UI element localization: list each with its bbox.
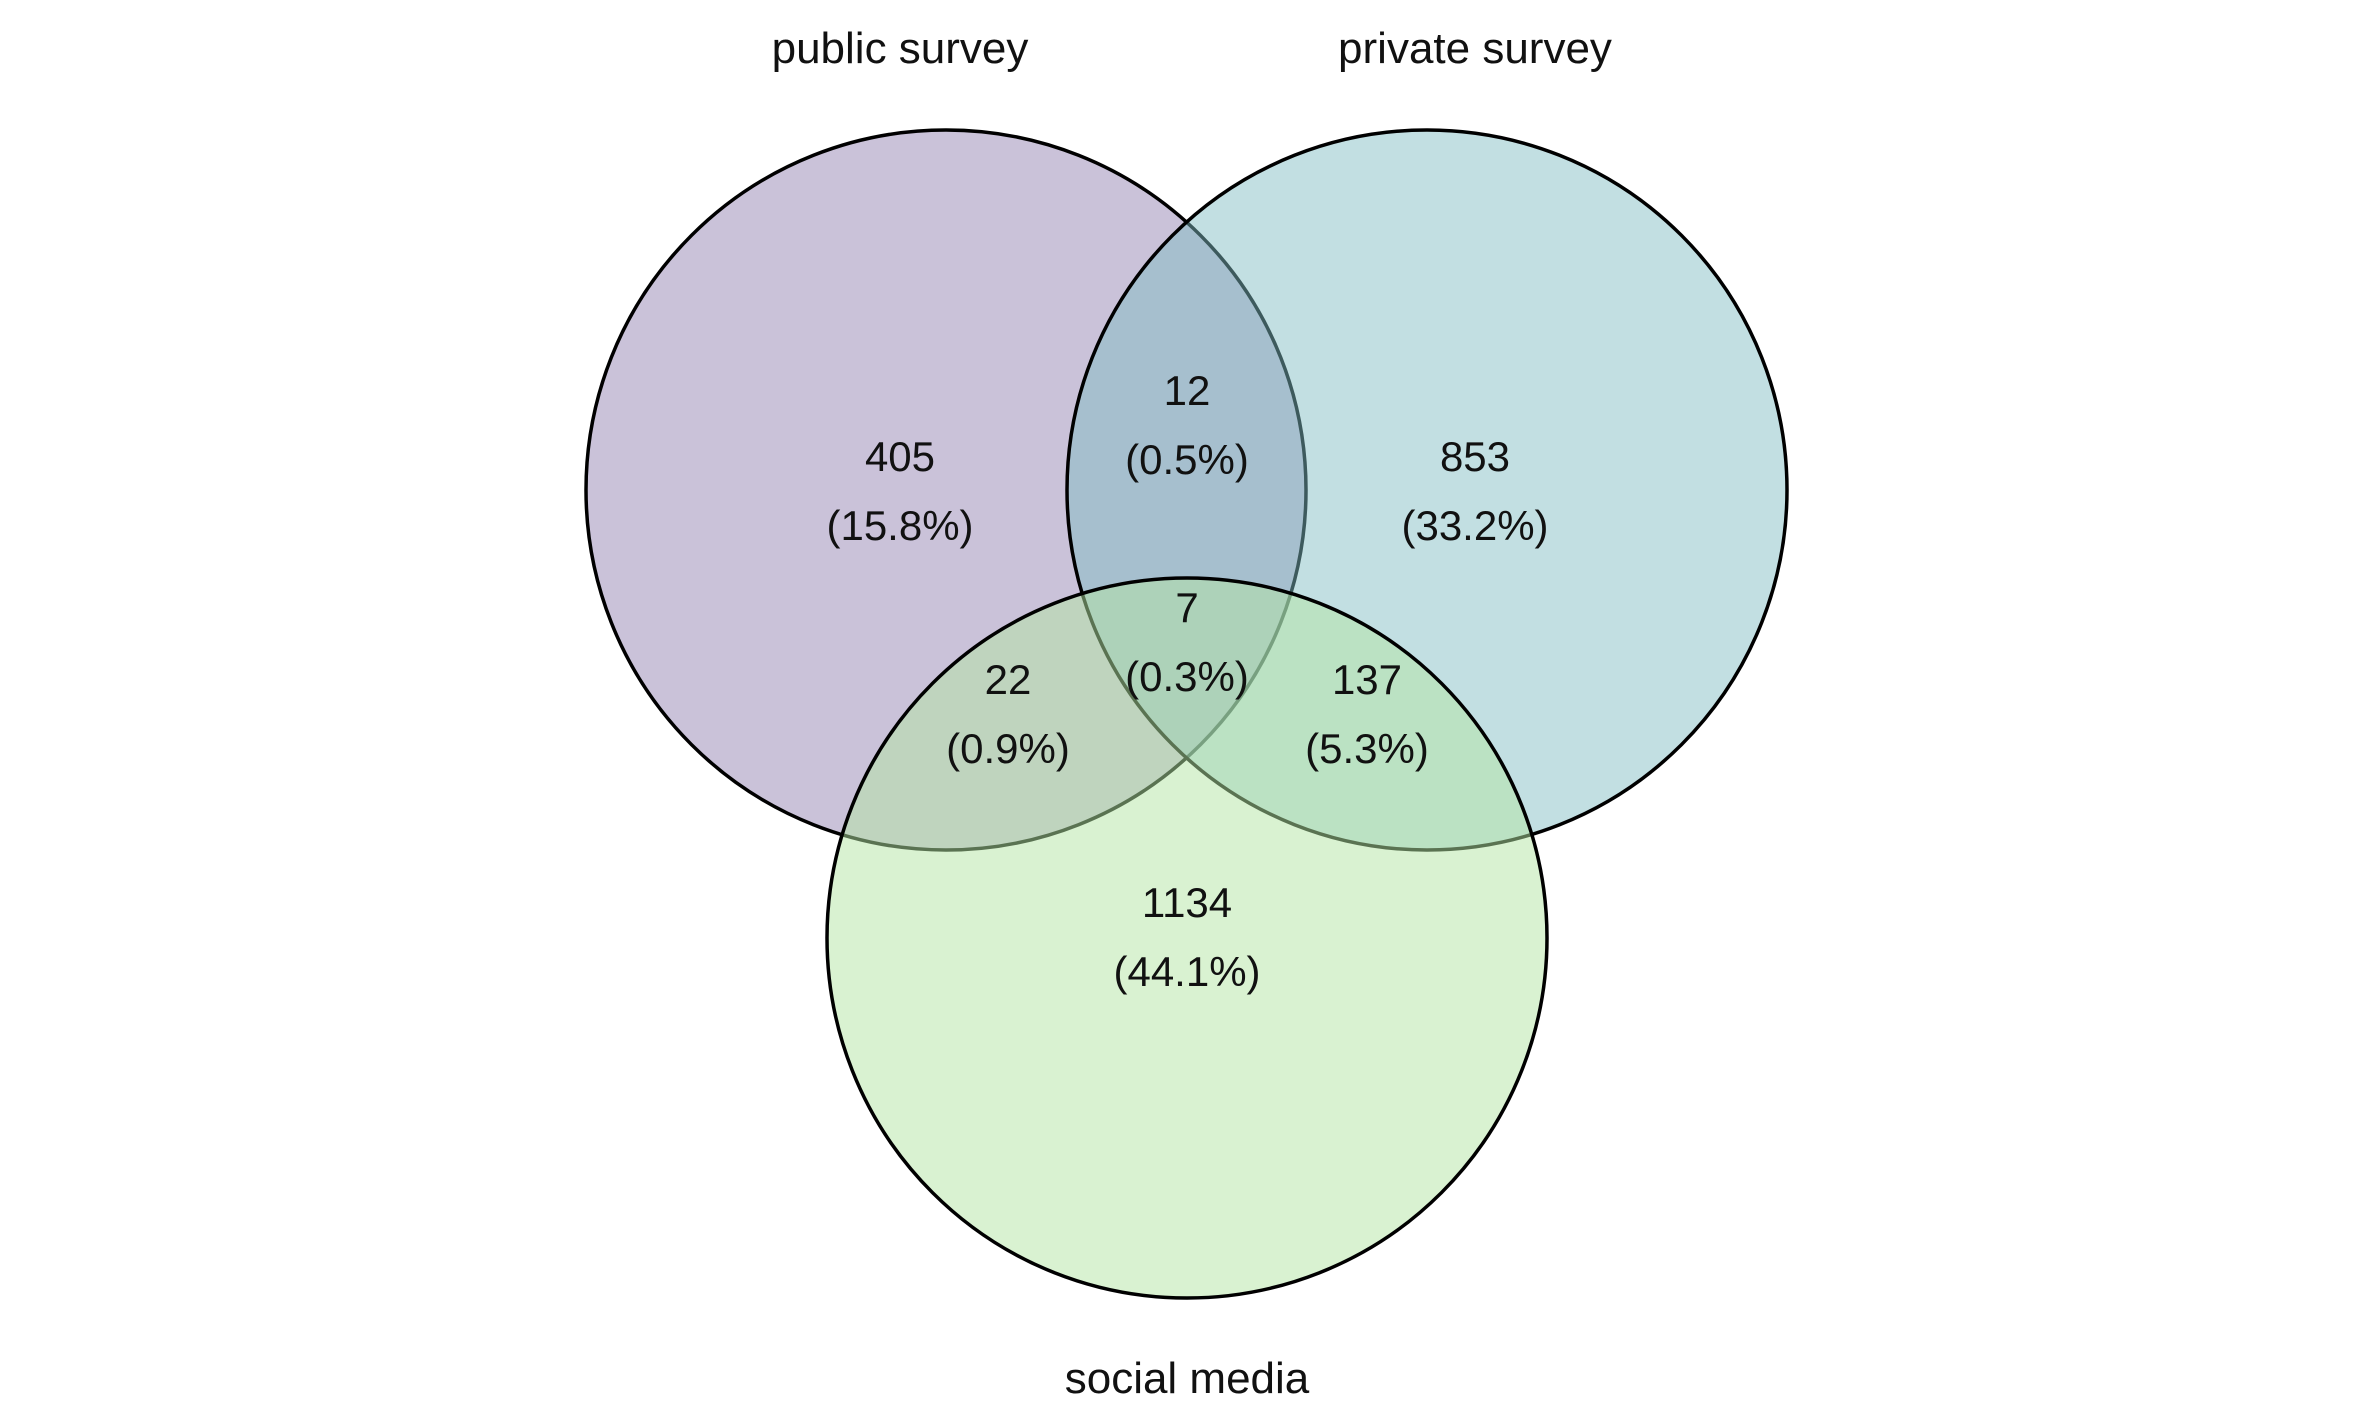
region-percent-public-only: (15.8%) <box>826 502 973 549</box>
region-percent-public-social: (0.9%) <box>946 725 1070 772</box>
region-count-social-only: 1134 <box>1142 879 1232 926</box>
region-count-public-social: 22 <box>985 656 1032 703</box>
region-count-all-three: 7 <box>1175 584 1198 631</box>
region-percent-private-social: (5.3%) <box>1305 725 1429 772</box>
social-media-circle <box>825 576 1549 1300</box>
set-label-public-survey: public survey <box>772 24 1029 73</box>
region-percent-private-only: (33.2%) <box>1401 502 1548 549</box>
region-count-private-social: 137 <box>1332 656 1402 703</box>
set-label-social-media: social media <box>1065 1354 1310 1403</box>
region-count-public-only: 405 <box>865 433 935 480</box>
region-count-private-only: 853 <box>1440 433 1510 480</box>
region-percent-public-private: (0.5%) <box>1125 436 1249 483</box>
region-percent-all-three: (0.3%) <box>1125 653 1249 700</box>
set-label-private-survey: private survey <box>1338 24 1612 73</box>
region-count-public-private: 12 <box>1164 367 1211 414</box>
region-percent-social-only: (44.1%) <box>1113 948 1260 995</box>
